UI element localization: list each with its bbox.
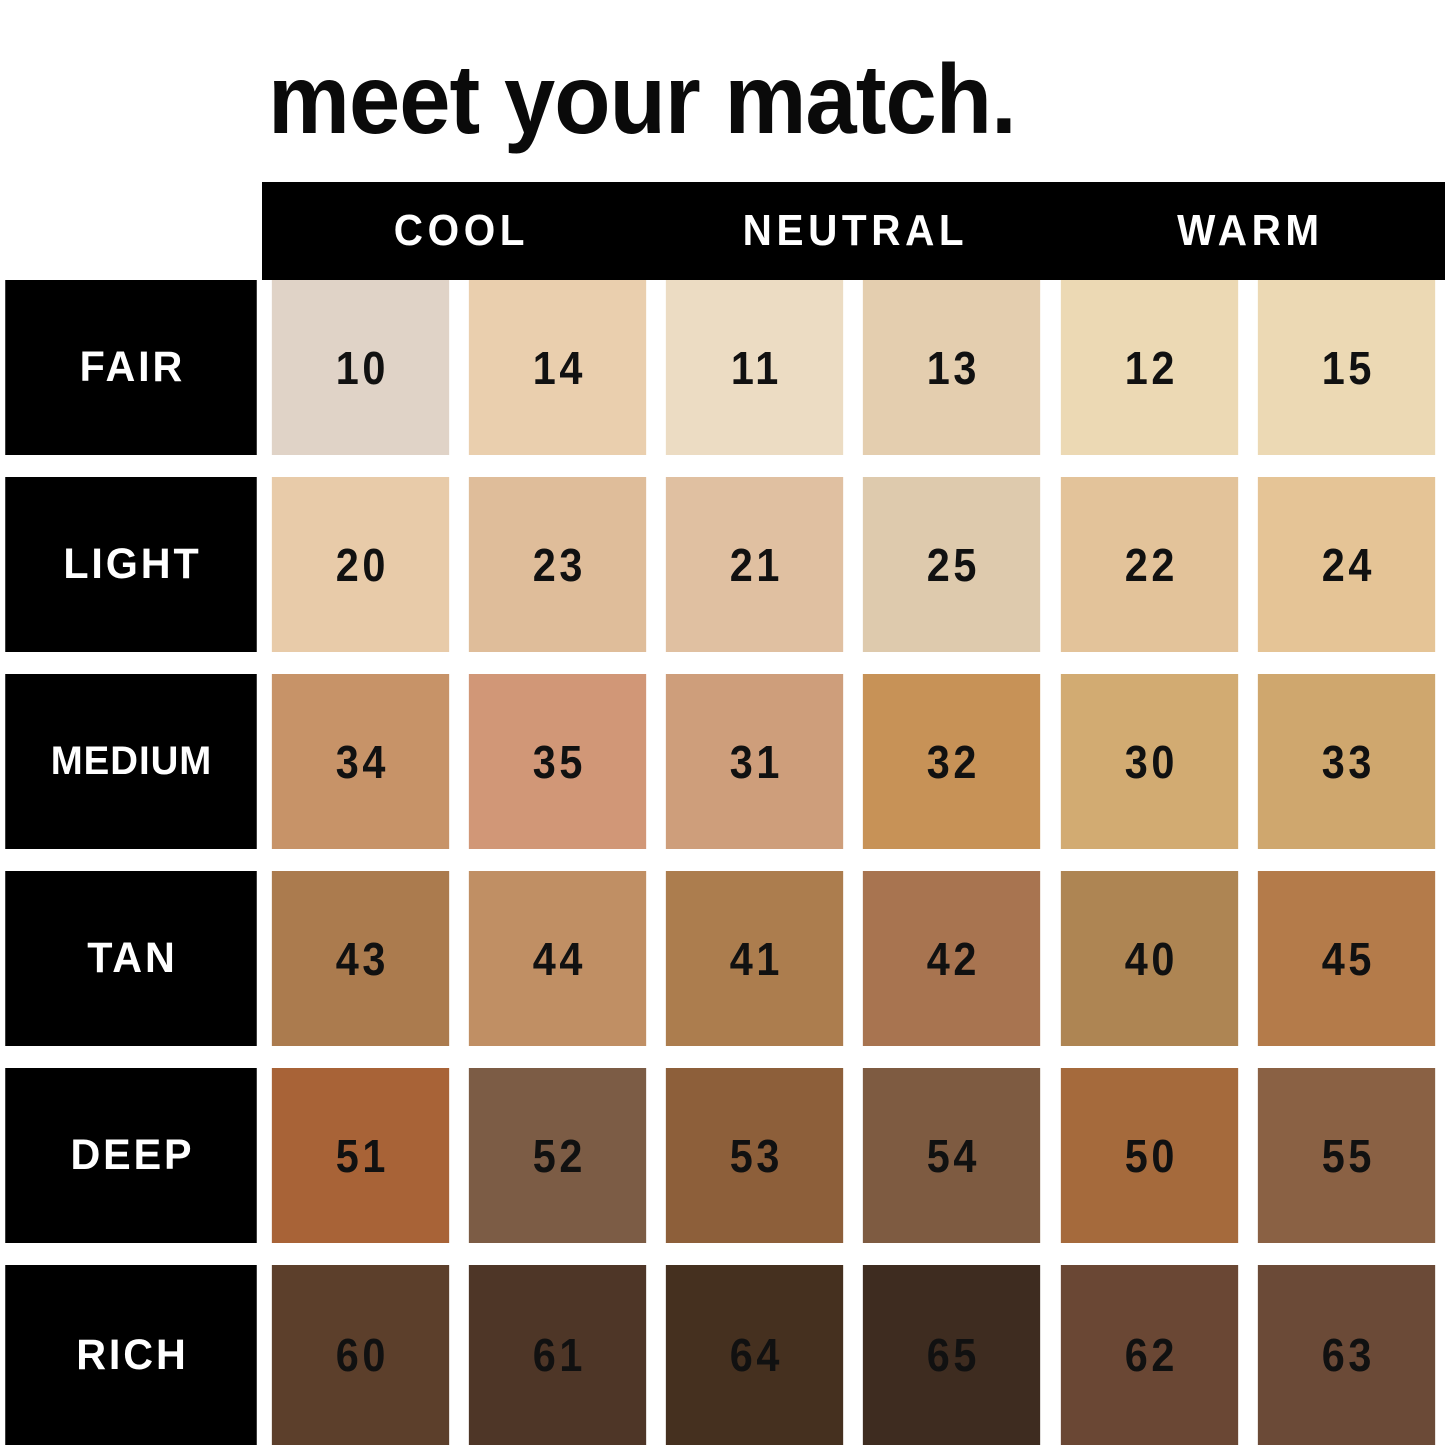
swatch-group-rich: 60 61 64 65 62 63 <box>262 1265 1445 1445</box>
shade-swatch[interactable]: 55 <box>1257 1068 1436 1243</box>
shade-row-deep: DEEP 51 52 53 54 50 55 <box>0 1068 1445 1243</box>
shade-swatch[interactable]: 34 <box>271 674 450 849</box>
shade-swatch[interactable]: 60 <box>271 1265 450 1445</box>
swatch-group-deep: 51 52 53 54 50 55 <box>262 1068 1445 1243</box>
shade-swatch[interactable]: 35 <box>469 674 647 849</box>
shade-swatch[interactable]: 42 <box>863 871 1041 1046</box>
swatch-group-tan: 43 44 41 42 40 45 <box>262 871 1445 1046</box>
shade-swatch[interactable]: 12 <box>1060 280 1238 455</box>
shade-swatch[interactable]: 65 <box>863 1265 1041 1445</box>
shade-swatch[interactable]: 14 <box>469 280 647 455</box>
shade-row-tan: TAN 43 44 41 42 40 45 <box>0 871 1445 1046</box>
shade-swatch[interactable]: 20 <box>271 477 450 652</box>
row-label-rich: RICH <box>5 1265 257 1445</box>
shade-swatch[interactable]: 11 <box>666 280 844 455</box>
shade-swatch[interactable]: 32 <box>863 674 1041 849</box>
shade-swatch[interactable]: 15 <box>1257 280 1436 455</box>
shade-swatch[interactable]: 63 <box>1257 1265 1436 1445</box>
shade-swatch[interactable]: 64 <box>666 1265 844 1445</box>
swatch-group-light: 20 23 21 25 22 24 <box>262 477 1445 652</box>
shade-swatch[interactable]: 30 <box>1060 674 1238 849</box>
row-label-medium: MEDIUM <box>5 674 257 849</box>
swatch-group-fair: 10 14 11 13 12 15 <box>262 280 1445 455</box>
shade-swatch[interactable]: 13 <box>863 280 1041 455</box>
shade-swatch[interactable]: 25 <box>863 477 1041 652</box>
shade-swatch[interactable]: 10 <box>271 280 450 455</box>
shade-swatch[interactable]: 21 <box>666 477 844 652</box>
shade-swatch[interactable]: 33 <box>1257 674 1436 849</box>
column-group-header-cool: COOL <box>393 206 530 255</box>
shade-swatch[interactable]: 22 <box>1060 477 1238 652</box>
shade-swatch[interactable]: 41 <box>666 871 844 1046</box>
shade-row-light: LIGHT 20 23 21 25 22 24 <box>0 477 1445 652</box>
page-title: meet your match. <box>268 44 1017 154</box>
row-label-tan: TAN <box>5 871 257 1046</box>
shade-swatch[interactable]: 53 <box>666 1068 844 1243</box>
shade-swatch[interactable]: 45 <box>1257 871 1436 1046</box>
row-label-fair: FAIR <box>5 280 257 455</box>
shade-swatch[interactable]: 51 <box>271 1068 450 1243</box>
undertone-header-band: COOL NEUTRAL WARM <box>262 182 1445 280</box>
row-label-deep: DEEP <box>5 1068 257 1243</box>
column-group-header-neutral: NEUTRAL <box>742 206 969 255</box>
shade-swatch[interactable]: 62 <box>1060 1265 1238 1445</box>
shade-swatch[interactable]: 23 <box>469 477 647 652</box>
shade-swatch[interactable]: 24 <box>1257 477 1436 652</box>
shade-swatch[interactable]: 31 <box>666 674 844 849</box>
shade-row-medium: MEDIUM 34 35 31 32 30 33 <box>0 674 1445 849</box>
shade-swatch[interactable]: 43 <box>271 871 450 1046</box>
shade-swatch[interactable]: 44 <box>469 871 647 1046</box>
swatch-group-medium: 34 35 31 32 30 33 <box>262 674 1445 849</box>
shade-swatch[interactable]: 52 <box>469 1068 647 1243</box>
shade-swatch[interactable]: 54 <box>863 1068 1041 1243</box>
shade-swatch[interactable]: 61 <box>469 1265 647 1445</box>
shade-row-rich: RICH 60 61 64 65 62 63 <box>0 1265 1445 1445</box>
column-group-header-warm: WARM <box>1176 206 1324 255</box>
shade-swatch[interactable]: 50 <box>1060 1068 1238 1243</box>
shade-swatch[interactable]: 40 <box>1060 871 1238 1046</box>
shade-row-fair: FAIR 10 14 11 13 12 15 <box>0 280 1445 455</box>
row-label-light: LIGHT <box>5 477 257 652</box>
